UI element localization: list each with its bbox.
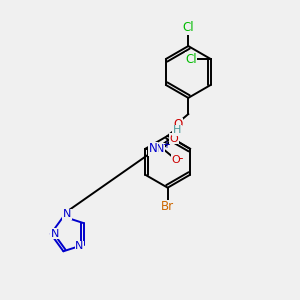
Text: Br: Br: [161, 200, 174, 213]
Text: O: O: [172, 155, 180, 165]
Text: O: O: [173, 118, 183, 131]
Text: N: N: [156, 144, 165, 154]
Text: H: H: [173, 125, 181, 135]
Text: N: N: [63, 209, 71, 219]
Text: O: O: [169, 134, 178, 143]
Text: Cl: Cl: [185, 52, 197, 65]
Text: +: +: [162, 140, 170, 150]
Text: N: N: [51, 229, 59, 239]
Text: Cl: Cl: [182, 21, 194, 34]
Text: -: -: [178, 152, 183, 165]
Text: N: N: [148, 142, 158, 155]
Text: N: N: [75, 241, 84, 251]
